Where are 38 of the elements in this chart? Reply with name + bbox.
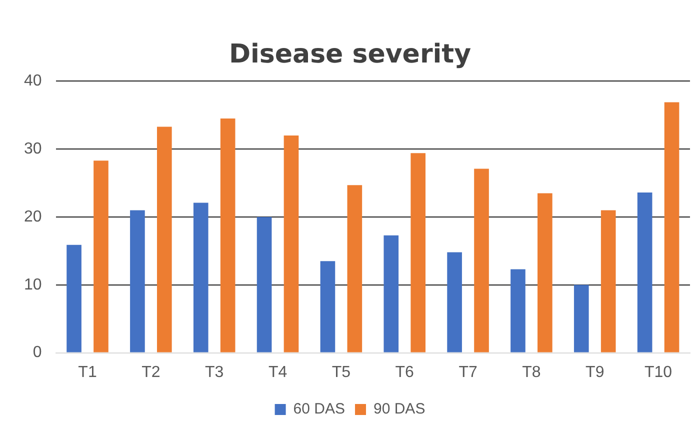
y-tick-label: 40	[24, 72, 42, 90]
y-tick-label: 20	[24, 208, 42, 226]
bar	[130, 210, 145, 352]
bar	[474, 168, 489, 352]
chart-title: Disease severity	[228, 39, 472, 70]
x-tick-label: T7	[458, 364, 478, 381]
bar	[347, 185, 362, 352]
bar	[410, 153, 426, 352]
x-tick-label: T4	[268, 364, 288, 381]
bar	[66, 244, 82, 352]
bar	[447, 252, 462, 352]
bar	[600, 210, 616, 352]
y-tick-label: 0	[32, 344, 42, 362]
x-tick-label: T8	[522, 364, 541, 381]
x-tick-label: T3	[205, 364, 224, 381]
x-tick-label: T6	[395, 364, 414, 381]
bar	[384, 235, 399, 352]
x-tick-label: T1	[78, 364, 97, 381]
bar	[284, 136, 299, 352]
bar	[637, 192, 652, 352]
bar	[193, 202, 208, 352]
bar	[510, 269, 526, 352]
x-tick-label: T2	[142, 364, 160, 381]
bar	[320, 261, 336, 352]
bar	[574, 284, 589, 352]
x-tick-label: T9	[586, 364, 604, 381]
y-tick-label: 10	[24, 276, 42, 294]
bar	[94, 160, 108, 352]
bar	[664, 102, 680, 352]
x-tick-label: T5	[332, 364, 351, 381]
bar	[256, 217, 272, 352]
bar	[156, 126, 172, 352]
y-tick-label: 30	[24, 140, 42, 158]
bar	[538, 193, 552, 352]
legend-label: 60 DAS	[293, 400, 346, 418]
x-tick-label: T10	[644, 364, 672, 381]
legend-label: 90 DAS	[374, 400, 426, 418]
bar	[220, 118, 236, 352]
